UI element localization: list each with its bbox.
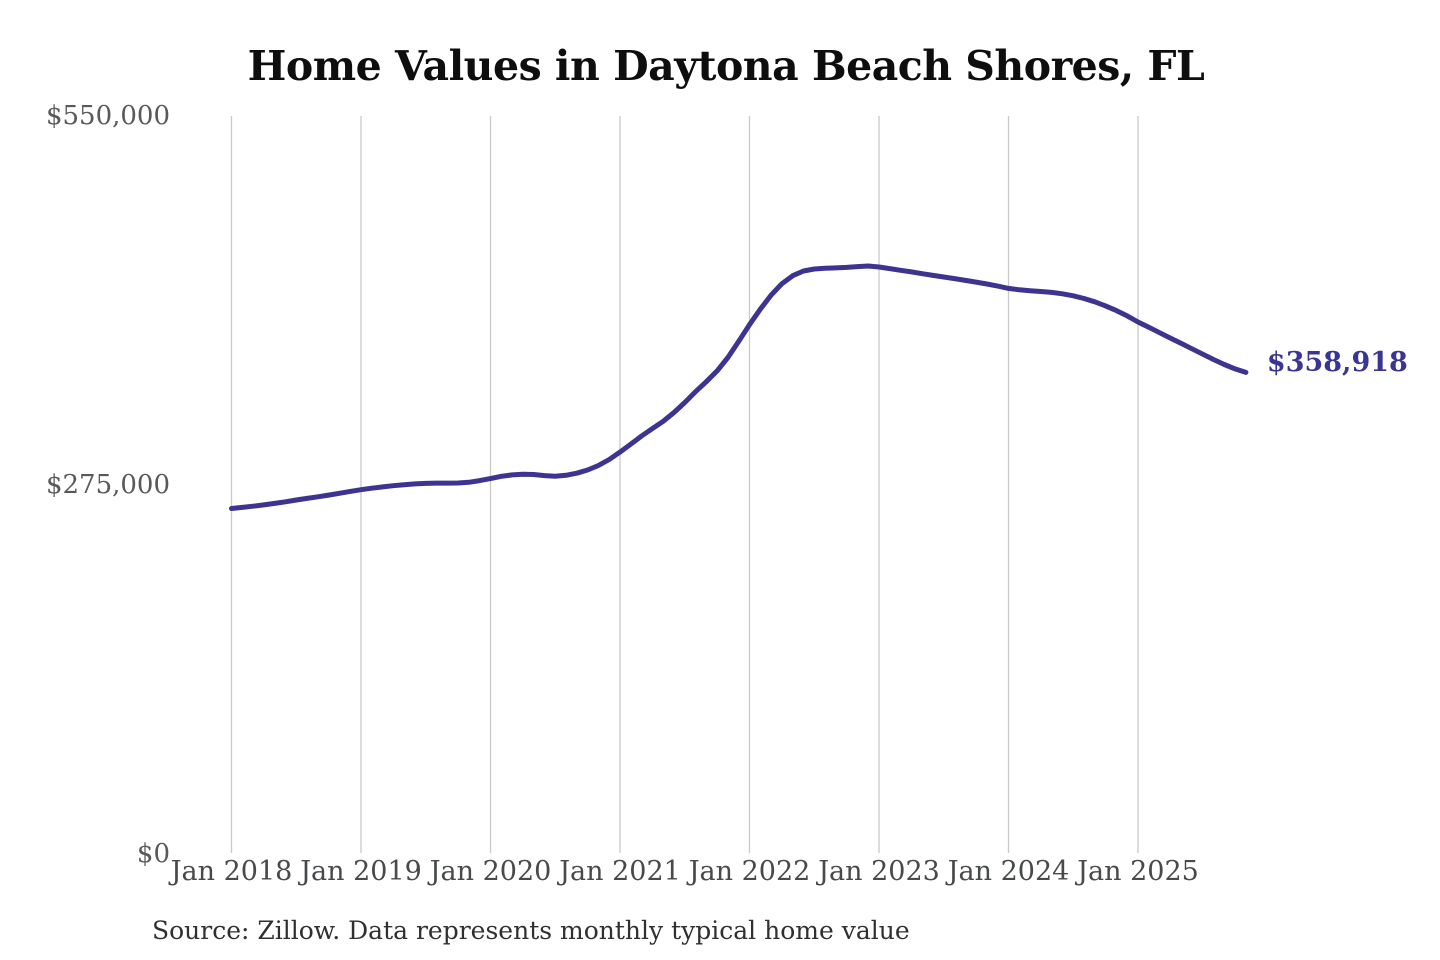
x-axis-label: Jan 2023 bbox=[818, 856, 940, 887]
chart-title: Home Values in Daytona Beach Shores, FL bbox=[247, 42, 1205, 90]
y-axis-label: $275,000 bbox=[45, 470, 170, 500]
x-axis-label: Jan 2021 bbox=[559, 856, 681, 887]
source-note: Source: Zillow. Data represents monthly … bbox=[152, 916, 910, 945]
y-axis-label: $0 bbox=[136, 839, 170, 869]
y-axis-label: $550,000 bbox=[45, 101, 170, 131]
x-axis-label: Jan 2025 bbox=[1077, 856, 1199, 887]
x-axis-label: Jan 2020 bbox=[429, 856, 552, 887]
x-axis-label: Jan 2024 bbox=[947, 856, 1070, 887]
x-axis-label: Jan 2022 bbox=[688, 856, 811, 887]
x-axis-label: Jan 2019 bbox=[300, 856, 422, 887]
home-value-line bbox=[229, 263, 1249, 511]
gridlines bbox=[230, 116, 1139, 853]
line-end-value-label: $358,918 bbox=[1266, 347, 1408, 379]
x-axis-label: Jan 2018 bbox=[170, 856, 293, 887]
